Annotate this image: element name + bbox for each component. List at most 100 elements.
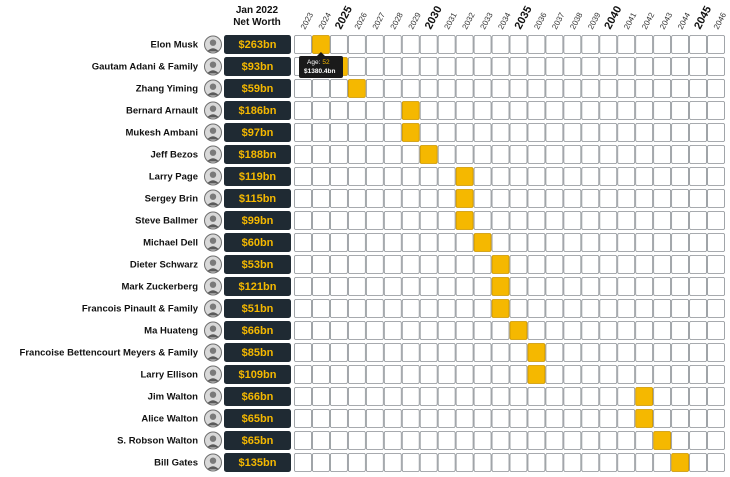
trillionaire-year-cell[interactable] <box>671 453 689 472</box>
grid-cell <box>473 299 492 318</box>
grid-cell <box>365 189 384 208</box>
trillionaire-year-cell[interactable] <box>347 79 366 98</box>
grid-cell <box>653 57 672 76</box>
grid-cell <box>581 255 600 274</box>
grid-cell <box>473 365 492 384</box>
grid-cell <box>491 35 510 54</box>
grid-cell <box>473 255 492 274</box>
trillionaire-year-cell[interactable] <box>491 299 510 318</box>
grid-cell <box>437 277 456 296</box>
trillionaire-year-cell[interactable] <box>635 409 654 428</box>
grid-cell <box>671 79 689 98</box>
grid-cell <box>581 35 600 54</box>
avatar <box>204 211 222 230</box>
trillionaire-year-cell[interactable] <box>491 255 510 274</box>
grid-cell <box>365 57 384 76</box>
grid-cell <box>617 343 636 362</box>
grid-cell <box>383 299 402 318</box>
trillionaire-year-cell[interactable] <box>419 145 438 164</box>
grid-cell <box>527 211 546 230</box>
grid-cell <box>401 211 420 230</box>
grid-cell <box>581 321 600 340</box>
grid-cell <box>437 189 456 208</box>
trillionaire-year-cell[interactable] <box>473 233 492 252</box>
grid-cell <box>509 211 528 230</box>
grid-cell <box>707 79 725 98</box>
trillionaire-year-cell[interactable] <box>401 123 420 142</box>
grid-cell <box>635 79 654 98</box>
grid-cell <box>312 167 330 186</box>
grid-cell <box>599 321 618 340</box>
grid-cell <box>330 343 348 362</box>
net-worth-badge <box>224 387 291 406</box>
trillionaire-year-cell[interactable] <box>527 343 546 362</box>
trillionaire-year-cell[interactable] <box>635 387 654 406</box>
trillionaire-year-cell[interactable] <box>527 365 546 384</box>
trillionaire-year-cell[interactable] <box>491 277 510 296</box>
tooltip-age: Age: 52 <box>307 59 330 66</box>
grid-cell <box>527 35 546 54</box>
grid-cell <box>509 431 528 450</box>
grid-cell <box>383 255 402 274</box>
grid-cell <box>330 211 348 230</box>
trillionaire-year-cell[interactable] <box>653 431 672 450</box>
year-tick-label: 2028 <box>389 11 406 31</box>
grid-cell <box>545 79 564 98</box>
grid-cell <box>347 255 366 274</box>
grid-cell <box>401 453 420 472</box>
grid-cell <box>312 431 330 450</box>
net-worth-label: $115bn <box>239 193 277 205</box>
grid-cell <box>617 189 636 208</box>
trillionaire-year-cell[interactable] <box>401 101 420 120</box>
table-row: Zhang Yiming $59bn <box>136 79 725 98</box>
grid-cell <box>527 123 546 142</box>
trillionaire-year-cell[interactable] <box>455 189 474 208</box>
net-worth-label: $263bn <box>239 39 277 51</box>
grid-cell <box>617 167 636 186</box>
grid-cell <box>563 233 582 252</box>
grid-cell <box>419 365 438 384</box>
grid-cell <box>473 35 492 54</box>
grid-cell <box>383 365 402 384</box>
grid-cell <box>599 277 618 296</box>
avatar <box>204 277 222 296</box>
grid-cell <box>617 101 636 120</box>
trillionaire-year-cell[interactable] <box>455 211 474 230</box>
grid-cell <box>509 299 528 318</box>
grid-cell <box>419 431 438 450</box>
net-worth-badge <box>224 145 291 164</box>
grid-cell <box>689 409 707 428</box>
grid-cell <box>509 343 528 362</box>
grid-cell <box>347 57 366 76</box>
net-worth-label: $99bn <box>242 215 274 227</box>
grid-cell <box>689 189 707 208</box>
grid-cell <box>581 211 600 230</box>
grid-cell <box>491 233 510 252</box>
grid-cell <box>491 409 510 428</box>
grid-cell <box>707 57 725 76</box>
grid-cell <box>383 101 402 120</box>
grid-cell <box>330 387 348 406</box>
grid-cell <box>294 321 312 340</box>
grid-cell <box>347 321 366 340</box>
trillionaire-year-cell[interactable] <box>509 321 528 340</box>
grid-cell <box>563 101 582 120</box>
grid-cell <box>365 387 384 406</box>
grid-cell <box>383 57 402 76</box>
grid-cell <box>294 299 312 318</box>
grid-cell <box>473 123 492 142</box>
grid-cell <box>545 255 564 274</box>
grid-cell <box>527 321 546 340</box>
grid-cell <box>455 79 474 98</box>
grid-cell <box>635 255 654 274</box>
grid-cell <box>653 167 672 186</box>
grid-cell <box>581 167 600 186</box>
trillionaire-year-cell[interactable] <box>455 167 474 186</box>
grid-cell <box>312 233 330 252</box>
grid-cell <box>545 35 564 54</box>
net-worth-label: $60bn <box>242 237 274 249</box>
grid-cell <box>563 255 582 274</box>
trillionaire-year-cell[interactable] <box>312 35 330 54</box>
grid-cell <box>437 343 456 362</box>
grid-cell <box>383 453 402 472</box>
